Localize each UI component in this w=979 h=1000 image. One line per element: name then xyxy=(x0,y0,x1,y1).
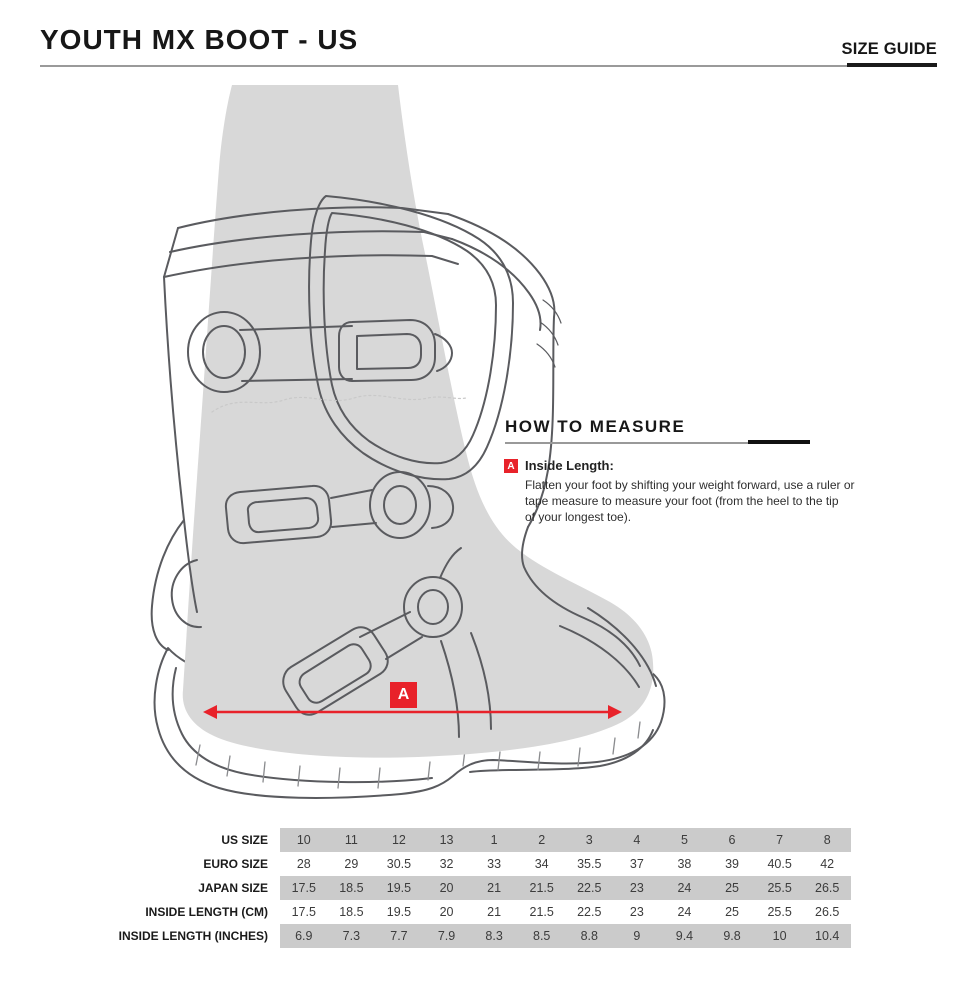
size-cell: 22.5 xyxy=(565,876,614,900)
inside-length-label: Inside Length: xyxy=(525,458,614,473)
size-cell: 42 xyxy=(820,857,835,871)
size-cell: 7.3 xyxy=(327,924,376,948)
size-cell: 4 xyxy=(613,828,661,852)
size-cell: 25 xyxy=(725,905,739,919)
size-cell: 21 xyxy=(470,876,518,900)
header-divider-accent xyxy=(847,63,937,67)
size-cell: 2 xyxy=(517,828,566,852)
size-cell: 8.3 xyxy=(470,924,518,948)
how-to-measure-heading: HOW TO MEASURE xyxy=(505,417,686,436)
size-guide-tab[interactable]: SIZE GUIDE xyxy=(841,40,937,58)
page-title: YOUTH MX BOOT - US xyxy=(40,24,359,55)
size-cell: 33 xyxy=(487,857,502,871)
size-cell: 25 xyxy=(708,876,756,900)
size-cell: 35.5 xyxy=(577,857,602,871)
size-cell: 19.5 xyxy=(375,876,423,900)
table-row-inside-length-cm: INSIDE LENGTH (CM) 17.5 18.5 19.5 20 21 … xyxy=(40,900,851,924)
size-cell: 8 xyxy=(803,828,851,852)
size-cell: 18.5 xyxy=(327,876,376,900)
size-cell: 10 xyxy=(755,924,804,948)
size-cell: 7 xyxy=(755,828,804,852)
size-cell: 21.5 xyxy=(517,876,566,900)
how-to-measure-divider xyxy=(505,442,810,444)
row-label-euro-size: EURO SIZE xyxy=(40,852,280,876)
size-cell: 28 xyxy=(296,857,311,871)
size-cell: 23 xyxy=(629,905,644,919)
size-cell: 17.5 xyxy=(291,905,316,919)
row-label-inside-length-cm: INSIDE LENGTH (CM) xyxy=(40,900,280,924)
size-cell: 40.5 xyxy=(767,857,792,871)
size-table: US SIZE 10 11 12 13 1 2 3 4 5 6 7 8 EURO… xyxy=(40,828,851,948)
size-cell: 12 xyxy=(375,828,423,852)
size-cell: 25.5 xyxy=(755,876,804,900)
size-cell: 11 xyxy=(327,828,376,852)
buckle-strap-middle xyxy=(224,471,455,545)
leg-silhouette xyxy=(182,85,654,758)
instruction-line: Flatten your foot by shifting your weigh… xyxy=(525,478,855,492)
table-row-us-size: US SIZE 10 11 12 13 1 2 3 4 5 6 7 8 xyxy=(40,828,851,852)
size-cell: 1 xyxy=(470,828,518,852)
inside-length-instructions: Flatten your foot by shifting your weigh… xyxy=(525,477,855,526)
size-cell: 29 xyxy=(344,857,359,871)
row-label-us-size: US SIZE xyxy=(40,828,280,852)
size-cell: 9.8 xyxy=(708,924,756,948)
table-row-euro-size: EURO SIZE 28 29 30.5 32 33 34 35.5 37 38… xyxy=(40,852,851,876)
size-cell: 17.5 xyxy=(280,876,328,900)
size-cell: 24 xyxy=(677,905,692,919)
size-cell: 38 xyxy=(677,857,692,871)
size-cell: 25.5 xyxy=(767,905,792,919)
size-cell: 7.9 xyxy=(422,924,471,948)
table-row-inside-length-inches: INSIDE LENGTH (INCHES) 6.9 7.3 7.7 7.9 8… xyxy=(40,924,851,948)
size-cell: 18.5 xyxy=(339,905,364,919)
size-cell: 13 xyxy=(422,828,471,852)
size-cell: 8.5 xyxy=(517,924,566,948)
size-cell: 34 xyxy=(534,857,549,871)
buckle-strap-lower xyxy=(282,547,463,716)
size-cell: 37 xyxy=(629,857,644,871)
size-cell: 10.4 xyxy=(803,924,851,948)
size-cell: 8.8 xyxy=(565,924,614,948)
size-cell: 26.5 xyxy=(815,905,840,919)
size-cell: 20 xyxy=(422,876,471,900)
size-cell: 7.7 xyxy=(375,924,423,948)
size-cell: 22.5 xyxy=(577,905,602,919)
size-cell: 6 xyxy=(708,828,756,852)
size-cell: 26.5 xyxy=(803,876,851,900)
size-cell: 23 xyxy=(613,876,661,900)
size-cell: 32 xyxy=(439,857,454,871)
size-cell: 10 xyxy=(280,828,328,852)
boot-outline xyxy=(150,195,657,738)
sole-tread-marks xyxy=(195,721,641,789)
size-cell: 21.5 xyxy=(529,905,554,919)
instruction-line: tape measure to measure your foot (from … xyxy=(525,494,839,509)
shin-plate xyxy=(308,195,514,481)
size-cell: 9.4 xyxy=(660,924,709,948)
size-cell: 30.5 xyxy=(386,857,412,871)
measure-arrow xyxy=(203,705,622,719)
size-cell: 20 xyxy=(439,905,454,919)
size-cell: 39 xyxy=(725,857,739,871)
size-cell: 3 xyxy=(565,828,614,852)
size-cell: 9 xyxy=(613,924,661,948)
size-cell: 19.5 xyxy=(386,905,412,919)
row-label-japan-size: JAPAN SIZE xyxy=(40,876,280,900)
header-divider xyxy=(40,65,850,67)
diagram-marker-a: A xyxy=(390,682,417,708)
table-row-japan-size: JAPAN SIZE 17.5 18.5 19.5 20 21 21.5 22.… xyxy=(40,876,851,900)
row-label-inside-length-inches: INSIDE LENGTH (INCHES) xyxy=(40,924,280,948)
size-cell: 21 xyxy=(487,905,502,919)
buckle-strap-upper xyxy=(187,311,453,393)
size-cell: 6.9 xyxy=(280,924,328,948)
size-cell: 24 xyxy=(660,876,709,900)
inside-length-marker-a: A xyxy=(504,459,518,473)
size-cell: 5 xyxy=(660,828,709,852)
instruction-line: of your longest toe). xyxy=(525,510,632,525)
how-to-measure-divider-accent xyxy=(748,440,810,444)
